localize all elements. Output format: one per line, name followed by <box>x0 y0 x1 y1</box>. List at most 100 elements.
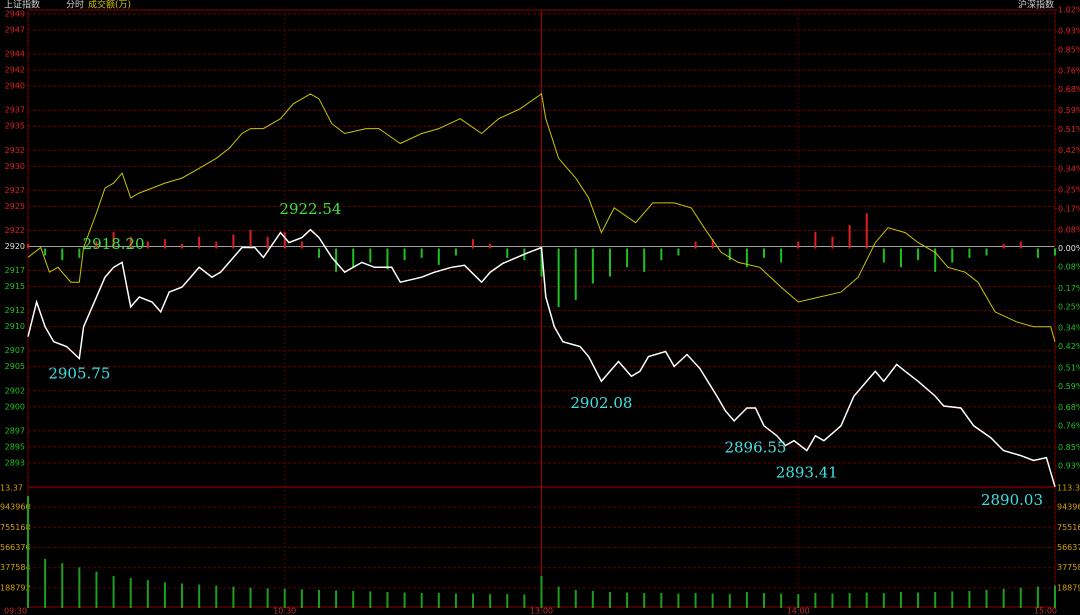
volume-bar <box>181 583 184 608</box>
indicator-bar <box>78 248 81 258</box>
indicator-bar <box>506 248 509 258</box>
volume-bar <box>848 593 851 608</box>
indicator-bar <box>146 241 149 249</box>
y2-tick-label: 0.85% <box>1058 443 1080 452</box>
y-tick-label: 2897 <box>5 426 25 435</box>
annotation: 2918.20 <box>83 235 145 253</box>
x-tick-label: 15:00 <box>1034 607 1057 615</box>
x-tick-label: 14:00 <box>787 607 810 615</box>
y2-tick-label: 0.17% <box>1058 204 1080 213</box>
y-tick-label: 2912 <box>5 306 25 315</box>
volume-bar <box>317 589 320 608</box>
volume-bar <box>780 593 783 608</box>
volume-bar <box>917 592 920 608</box>
volume-bar <box>797 594 800 608</box>
indicator-bar <box>266 236 269 249</box>
volume-bar <box>112 575 115 608</box>
indicator-bar <box>454 248 457 256</box>
volume-bar <box>951 591 954 608</box>
y2-tick-label: 0.59% <box>1058 382 1080 391</box>
indicator-bar <box>917 248 920 261</box>
y2-tick-label: 0.17% <box>1058 284 1080 293</box>
y-tick-label: 2937 <box>5 106 25 115</box>
indicator-bar <box>489 243 492 249</box>
volume-bar <box>934 591 937 608</box>
indicator-bar <box>300 241 303 249</box>
indicator-bar <box>1054 248 1056 256</box>
y-tick-label: 2949 <box>5 10 25 19</box>
volume-bar <box>643 593 646 608</box>
volume-bar <box>163 582 166 608</box>
indicator-bar <box>899 248 902 268</box>
volume-bar <box>300 589 303 608</box>
annotation: 2890.03 <box>981 491 1043 509</box>
y2-tick-label: 0.42% <box>1058 342 1080 351</box>
x-tick-label: 09:30 <box>4 607 27 615</box>
volume-bar <box>523 594 526 608</box>
indicator-bar <box>780 248 783 263</box>
volume-bar <box>694 593 697 608</box>
indicator-bar <box>848 225 851 249</box>
indicator-bar <box>198 236 201 249</box>
volume-bar <box>831 593 834 608</box>
annotation: 2922.54 <box>279 200 341 218</box>
indicator-bar <box>95 241 98 249</box>
volume-bar <box>660 593 663 608</box>
y-tick-label: 2942 <box>5 66 25 75</box>
y-tick-label: 2910 <box>5 322 25 331</box>
indicator-bar <box>745 248 748 268</box>
volume-bar <box>626 592 629 608</box>
y-tick-label: 2947 <box>5 26 25 35</box>
volume-bar <box>198 584 201 608</box>
indicator-bar <box>711 239 714 249</box>
y2-tick-label: 0.34% <box>1058 324 1080 333</box>
indicator-bar <box>163 239 166 249</box>
y2-tick-label: 0.42% <box>1058 146 1080 155</box>
indicator-bar <box>660 248 663 261</box>
volume-top-label-right: 113.37 <box>1057 484 1080 493</box>
annotation: 2902.08 <box>570 394 632 412</box>
y2-tick-label: 0.93% <box>1058 461 1080 470</box>
indicator-bar <box>112 232 115 249</box>
volume-bar <box>472 593 475 608</box>
y-tick-label: 2922 <box>5 226 25 235</box>
indicator-bar <box>934 248 937 272</box>
indicator-bar <box>831 236 834 249</box>
volume-tick-label: 188792 <box>0 583 31 592</box>
y-tick-label: 2902 <box>5 386 25 395</box>
y-tick-label: 2905 <box>5 362 25 371</box>
volume-bar <box>968 590 971 608</box>
y-tick-label: 2940 <box>5 82 25 91</box>
annotation: 2893.41 <box>776 464 838 482</box>
volume-bar <box>335 590 338 608</box>
indicator-bar <box>591 248 594 284</box>
y2-tick-label: 0.68% <box>1058 85 1080 94</box>
indicator-bar <box>574 248 577 300</box>
volume-tick-label-right: 566376 <box>1057 543 1080 552</box>
volume-bar <box>865 592 868 608</box>
indicator-bar <box>249 229 252 249</box>
price-line <box>27 228 1056 488</box>
y2-tick-label: 0.59% <box>1058 106 1080 115</box>
volume-bar <box>1002 588 1005 608</box>
y2-tick-label: 0.51% <box>1058 363 1080 372</box>
indicator-bar <box>643 248 646 272</box>
y-tick-label: 2917 <box>5 266 25 275</box>
volume-bar <box>437 593 440 608</box>
volume-bar <box>249 587 252 608</box>
volume-tick-label: 943960 <box>0 503 31 512</box>
volume-bar <box>232 586 235 608</box>
header-title: 上证指数 <box>4 0 40 11</box>
volume-tick-label-right: 943960 <box>1057 503 1080 512</box>
indicator-bar <box>352 248 355 268</box>
volume-bar <box>489 594 492 608</box>
indicator-bar <box>232 234 235 249</box>
volume-bar <box>1019 587 1022 608</box>
volume-bar <box>814 593 817 608</box>
volume-bar <box>728 594 731 608</box>
volume-bar <box>129 578 132 608</box>
volume-bar <box>420 593 423 608</box>
y-tick-label: 2895 <box>5 442 25 451</box>
